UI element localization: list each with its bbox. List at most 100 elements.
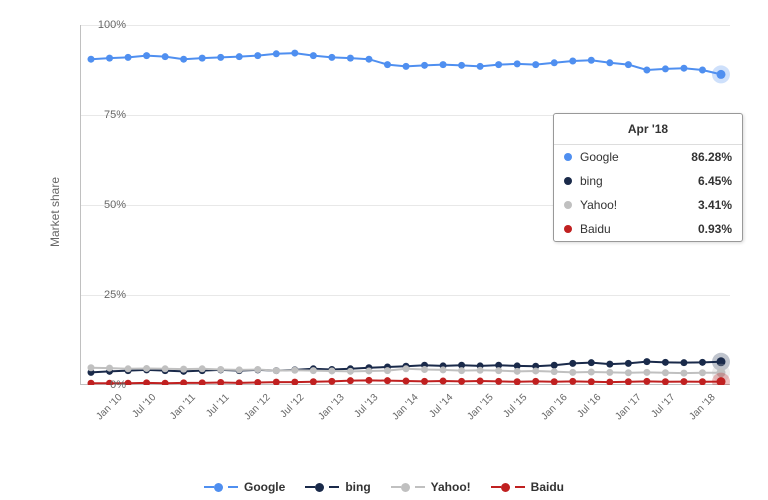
series-marker[interactable]	[88, 56, 95, 63]
series-marker[interactable]	[477, 378, 484, 385]
series-marker[interactable]	[310, 365, 317, 372]
series-marker[interactable]	[588, 359, 595, 366]
series-marker[interactable]	[384, 377, 391, 384]
series-marker[interactable]	[569, 360, 576, 367]
series-marker[interactable]	[328, 367, 335, 374]
series-marker[interactable]	[365, 367, 372, 374]
series-marker[interactable]	[606, 361, 613, 368]
series-marker[interactable]	[440, 366, 447, 373]
series-marker[interactable]	[199, 365, 206, 372]
series-marker[interactable]	[569, 378, 576, 385]
series-marker[interactable]	[458, 367, 465, 374]
series-marker[interactable]	[625, 61, 632, 68]
series-marker[interactable]	[199, 367, 206, 374]
series-marker[interactable]	[403, 63, 410, 70]
series-marker[interactable]	[662, 378, 669, 385]
series-marker[interactable]	[347, 368, 354, 375]
series-marker[interactable]	[180, 368, 187, 375]
series-marker[interactable]	[477, 63, 484, 70]
legend-item[interactable]: bing	[305, 480, 370, 494]
series-marker[interactable]	[403, 378, 410, 385]
series-marker[interactable]	[699, 378, 706, 385]
series-marker[interactable]	[680, 370, 687, 377]
series-marker[interactable]	[662, 359, 669, 366]
series-marker[interactable]	[217, 366, 224, 373]
hover-marker[interactable]	[717, 357, 726, 366]
series-marker[interactable]	[384, 367, 391, 374]
series-marker[interactable]	[125, 367, 132, 374]
series-marker[interactable]	[532, 61, 539, 68]
series-marker[interactable]	[680, 359, 687, 366]
series-marker[interactable]	[551, 362, 558, 369]
series-marker[interactable]	[421, 366, 428, 373]
series-marker[interactable]	[403, 365, 410, 372]
series-marker[interactable]	[347, 55, 354, 62]
series-marker[interactable]	[718, 378, 725, 385]
series-marker[interactable]	[495, 367, 502, 374]
series-marker[interactable]	[88, 369, 95, 376]
series-marker[interactable]	[328, 378, 335, 385]
series-marker[interactable]	[625, 378, 632, 385]
series-marker[interactable]	[328, 366, 335, 373]
series-marker[interactable]	[625, 369, 632, 376]
series-marker[interactable]	[365, 56, 372, 63]
hover-marker[interactable]	[717, 377, 726, 385]
series-marker[interactable]	[514, 368, 521, 375]
series-marker[interactable]	[643, 378, 650, 385]
series-marker[interactable]	[384, 61, 391, 68]
series-marker[interactable]	[291, 50, 298, 57]
series-marker[interactable]	[199, 55, 206, 62]
series-marker[interactable]	[421, 362, 428, 369]
series-marker[interactable]	[217, 54, 224, 61]
legend-item[interactable]: Yahoo!	[391, 480, 471, 494]
series-marker[interactable]	[143, 365, 150, 372]
series-marker[interactable]	[699, 67, 706, 74]
series-marker[interactable]	[458, 362, 465, 369]
series-marker[interactable]	[162, 365, 169, 372]
series-marker[interactable]	[310, 52, 317, 59]
series-marker[interactable]	[273, 367, 280, 374]
hover-marker[interactable]	[717, 70, 726, 79]
series-marker[interactable]	[588, 378, 595, 385]
series-marker[interactable]	[236, 53, 243, 60]
series-marker[interactable]	[180, 379, 187, 385]
series-marker[interactable]	[440, 378, 447, 385]
series-marker[interactable]	[588, 57, 595, 64]
series-marker[interactable]	[643, 369, 650, 376]
series-marker[interactable]	[699, 369, 706, 376]
series-marker[interactable]	[273, 379, 280, 385]
series-marker[interactable]	[291, 367, 298, 374]
series-marker[interactable]	[180, 56, 187, 63]
series-marker[interactable]	[532, 367, 539, 374]
series-marker[interactable]	[625, 360, 632, 367]
series-marker[interactable]	[588, 369, 595, 376]
series-marker[interactable]	[236, 379, 243, 385]
series-marker[interactable]	[291, 366, 298, 373]
series-marker[interactable]	[495, 378, 502, 385]
series-marker[interactable]	[217, 379, 224, 385]
series-marker[interactable]	[532, 378, 539, 385]
series-marker[interactable]	[495, 61, 502, 68]
series-marker[interactable]	[532, 363, 539, 370]
series-marker[interactable]	[662, 369, 669, 376]
series-marker[interactable]	[310, 367, 317, 374]
series-marker[interactable]	[254, 366, 261, 373]
series-marker[interactable]	[106, 365, 113, 372]
series-marker[interactable]	[88, 364, 95, 371]
series-marker[interactable]	[680, 378, 687, 385]
series-marker[interactable]	[273, 50, 280, 57]
series-marker[interactable]	[699, 359, 706, 366]
series-marker[interactable]	[217, 366, 224, 373]
series-marker[interactable]	[365, 364, 372, 371]
series-marker[interactable]	[495, 362, 502, 369]
series-marker[interactable]	[551, 378, 558, 385]
hover-marker[interactable]	[717, 368, 726, 377]
legend-item[interactable]: Baidu	[491, 480, 564, 494]
series-marker[interactable]	[662, 65, 669, 72]
series-marker[interactable]	[514, 362, 521, 369]
series-marker[interactable]	[180, 366, 187, 373]
series-marker[interactable]	[347, 377, 354, 384]
series-marker[interactable]	[254, 379, 261, 385]
series-marker[interactable]	[254, 366, 261, 373]
series-marker[interactable]	[606, 379, 613, 385]
